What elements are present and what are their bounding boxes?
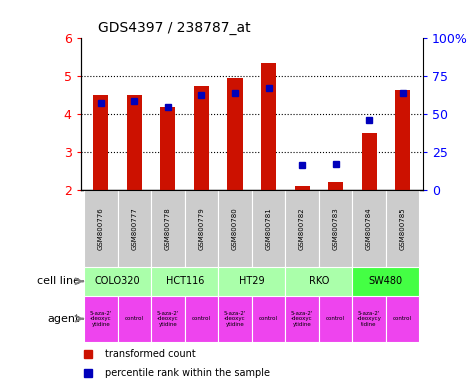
Text: 5-aza-2'
-deoxyc
ytidine: 5-aza-2' -deoxyc ytidine bbox=[90, 311, 112, 327]
Text: 5-aza-2'
-deoxyc
ytidine: 5-aza-2' -deoxyc ytidine bbox=[291, 311, 313, 327]
Bar bbox=[252, 296, 285, 342]
Bar bbox=[218, 267, 285, 296]
Bar bbox=[185, 296, 218, 342]
Text: GSM800784: GSM800784 bbox=[366, 207, 372, 250]
Text: transformed count: transformed count bbox=[104, 349, 195, 359]
Text: 5-aza-2'
-deoxyc
ytidine: 5-aza-2' -deoxyc ytidine bbox=[224, 311, 246, 327]
Text: control: control bbox=[125, 316, 144, 321]
Bar bbox=[118, 190, 151, 267]
Bar bbox=[352, 296, 386, 342]
Bar bbox=[361, 133, 377, 190]
Text: GSM800780: GSM800780 bbox=[232, 207, 238, 250]
Bar bbox=[161, 107, 175, 190]
Bar bbox=[285, 190, 319, 267]
Bar bbox=[386, 190, 419, 267]
Bar bbox=[194, 86, 209, 190]
Text: GSM800778: GSM800778 bbox=[165, 207, 171, 250]
Text: 5-aza-2'
-deoxycy
tidine: 5-aza-2' -deoxycy tidine bbox=[357, 311, 381, 327]
Text: GSM800777: GSM800777 bbox=[132, 207, 137, 250]
Bar bbox=[319, 190, 352, 267]
Bar bbox=[93, 95, 108, 190]
Text: agent: agent bbox=[48, 314, 80, 324]
Text: cell line: cell line bbox=[37, 276, 80, 286]
Text: control: control bbox=[259, 316, 278, 321]
Bar bbox=[151, 267, 218, 296]
Text: GSM800782: GSM800782 bbox=[299, 207, 305, 250]
Bar bbox=[228, 78, 243, 190]
Text: HCT116: HCT116 bbox=[165, 276, 204, 286]
Text: control: control bbox=[192, 316, 211, 321]
Text: control: control bbox=[393, 316, 412, 321]
Text: GSM800779: GSM800779 bbox=[199, 207, 204, 250]
Bar bbox=[352, 267, 419, 296]
Text: GSM800783: GSM800783 bbox=[332, 207, 339, 250]
Text: GDS4397 / 238787_at: GDS4397 / 238787_at bbox=[98, 21, 250, 35]
Bar bbox=[352, 190, 386, 267]
Bar bbox=[185, 190, 218, 267]
Bar bbox=[151, 296, 185, 342]
Bar bbox=[261, 63, 276, 190]
Text: GSM800776: GSM800776 bbox=[98, 207, 104, 250]
Bar bbox=[118, 296, 151, 342]
Bar bbox=[84, 296, 118, 342]
Text: percentile rank within the sample: percentile rank within the sample bbox=[104, 368, 270, 379]
Bar bbox=[395, 89, 410, 190]
Bar bbox=[218, 190, 252, 267]
Bar bbox=[285, 267, 352, 296]
Text: SW480: SW480 bbox=[369, 276, 403, 286]
Bar bbox=[386, 296, 419, 342]
Text: GSM800781: GSM800781 bbox=[266, 207, 272, 250]
Text: control: control bbox=[326, 316, 345, 321]
Bar bbox=[218, 296, 252, 342]
Text: GSM800785: GSM800785 bbox=[399, 207, 406, 250]
Bar bbox=[328, 182, 343, 190]
Bar bbox=[84, 267, 151, 296]
Bar bbox=[285, 296, 319, 342]
Bar bbox=[84, 190, 118, 267]
Text: RKO: RKO bbox=[309, 276, 329, 286]
Text: 5-aza-2'
-deoxyc
ytidine: 5-aza-2' -deoxyc ytidine bbox=[157, 311, 179, 327]
Text: COLO320: COLO320 bbox=[95, 276, 141, 286]
Bar bbox=[319, 296, 352, 342]
Bar bbox=[294, 186, 310, 190]
Bar bbox=[151, 190, 185, 267]
Text: HT29: HT29 bbox=[239, 276, 265, 286]
Bar bbox=[127, 95, 142, 190]
Bar bbox=[252, 190, 285, 267]
